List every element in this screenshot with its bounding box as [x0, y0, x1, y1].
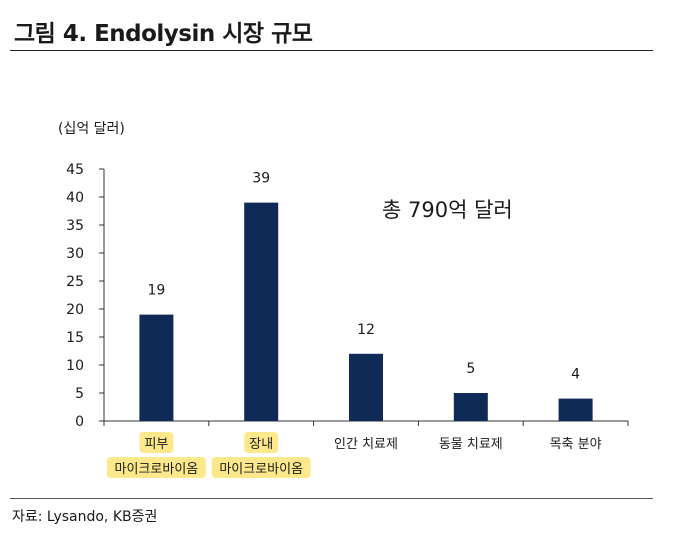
x-category-label: 장내 — [249, 437, 273, 452]
source-divider — [10, 498, 653, 499]
x-category-label: 동물 치료제 — [439, 437, 503, 452]
figure-title: 그림 4. Endolysin 시장 규모 — [14, 21, 313, 47]
y-tick-label: 45 — [66, 162, 84, 178]
bar-value-label: 12 — [357, 322, 375, 338]
y-tick-label: 35 — [66, 218, 84, 234]
total-annotation: 총 790억 달러 — [382, 198, 513, 222]
y-tick-label: 40 — [66, 190, 84, 206]
title-divider — [10, 50, 653, 51]
x-category-label: 마이크로바이옴 — [219, 462, 303, 477]
y-tick-label: 25 — [66, 274, 84, 290]
bar — [139, 314, 174, 421]
category-label-highlight — [106, 457, 206, 478]
bar-value-label: 4 — [571, 367, 580, 383]
y-tick-label: 15 — [66, 330, 84, 346]
y-tick-label: 20 — [66, 302, 84, 318]
bar-value-label: 5 — [466, 361, 475, 377]
bar-value-label: 39 — [252, 171, 270, 187]
y-tick-label: 0 — [75, 414, 84, 430]
bar-value-label: 19 — [147, 283, 165, 299]
bar — [453, 393, 488, 421]
bar — [244, 202, 279, 421]
y-tick-label: 10 — [66, 358, 84, 374]
y-axis-unit-label: (십억 달러) — [58, 121, 125, 137]
x-category-label: 인간 치료제 — [334, 437, 398, 452]
bar — [349, 353, 383, 421]
x-category-label: 마이크로바이옴 — [115, 462, 199, 477]
category-label-highlight — [211, 457, 311, 478]
x-category-label: 목축 분야 — [550, 437, 602, 452]
y-tick-label: 30 — [66, 246, 84, 262]
category-label-highlight — [244, 432, 279, 453]
bar — [558, 398, 593, 421]
category-label-highlight — [139, 432, 174, 453]
y-tick-label: 5 — [75, 386, 84, 402]
x-category-label: 피부 — [144, 437, 168, 452]
source-note: 자료: Lysando, KB증권 — [12, 509, 158, 525]
